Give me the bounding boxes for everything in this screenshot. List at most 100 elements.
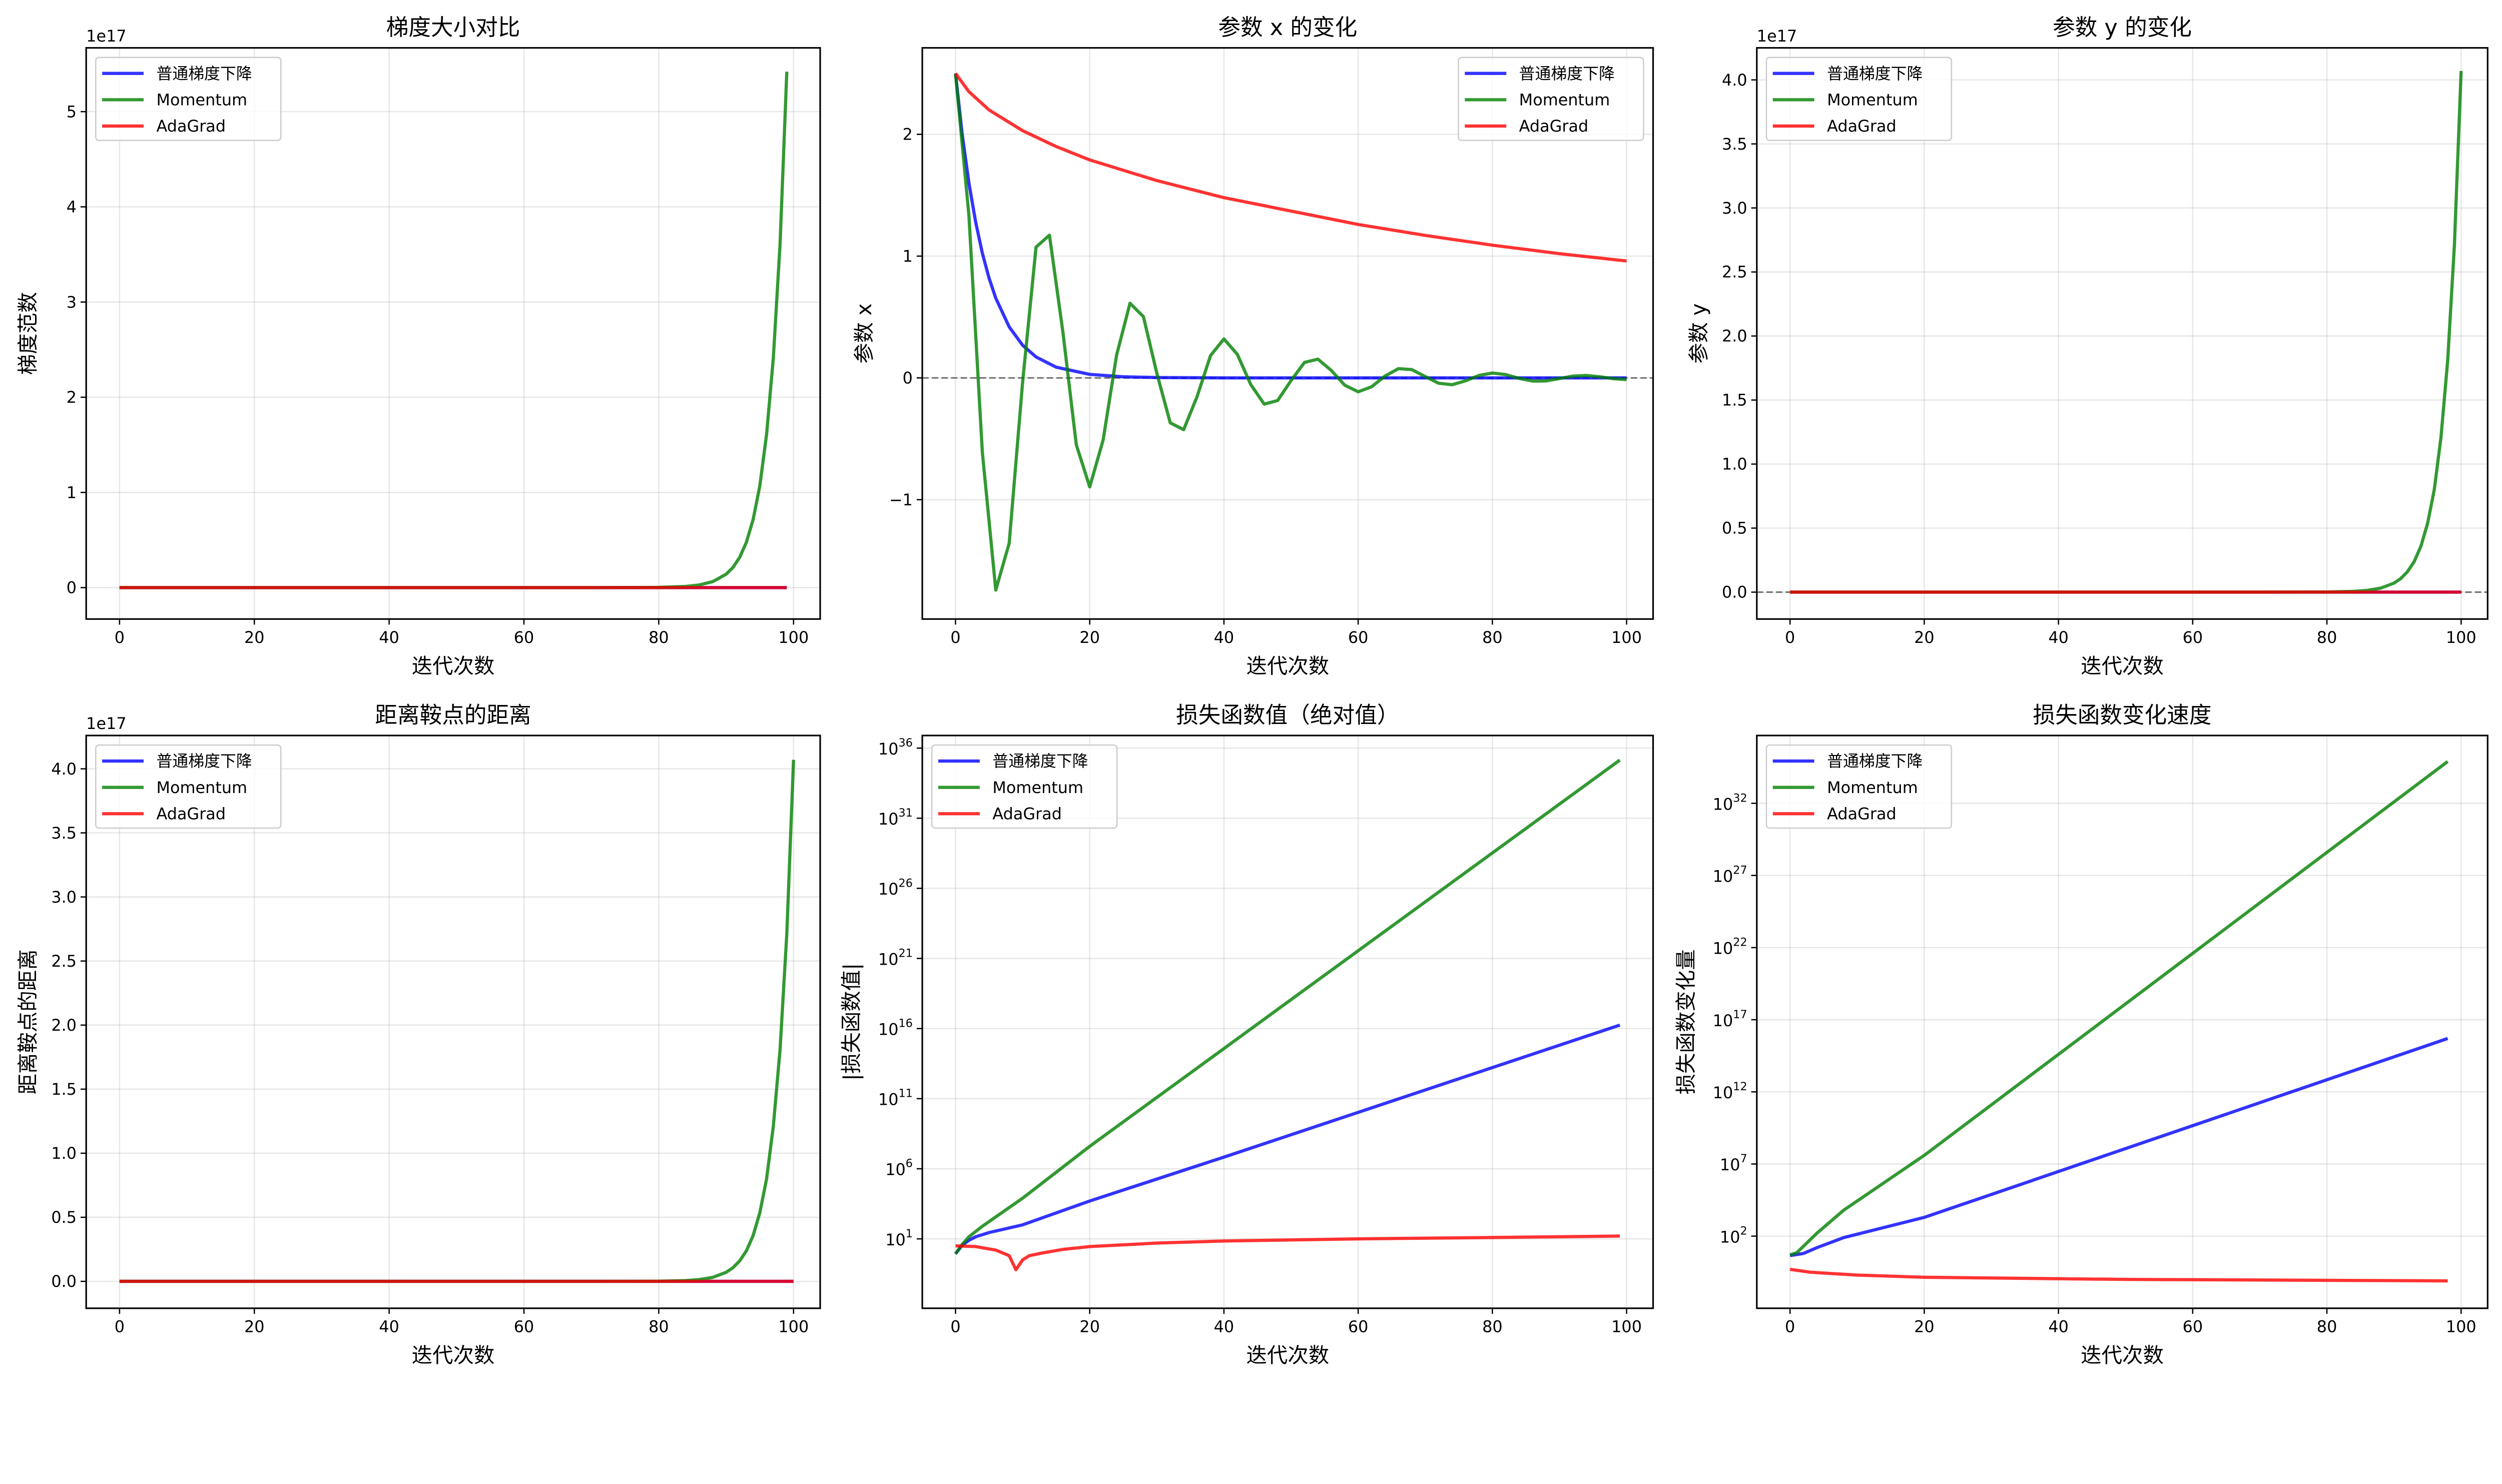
legend-box bbox=[95, 744, 282, 829]
legend-label: 普通梯度下降 bbox=[1519, 64, 1615, 83]
y-tick-label: 0 bbox=[903, 368, 913, 387]
y-tick-label: 1.5 bbox=[1722, 391, 1747, 410]
y-axis-label: 梯度范数 bbox=[16, 292, 40, 375]
y-tick-label: 1011 bbox=[878, 1087, 913, 1109]
x-tick-label: 20 bbox=[1079, 1317, 1100, 1336]
x-tick-label: 100 bbox=[1611, 1317, 1642, 1336]
series-group bbox=[954, 759, 1621, 1271]
y-tick-label: 102 bbox=[1720, 1224, 1747, 1246]
legend-label: 普通梯度下降 bbox=[1827, 752, 1923, 771]
legend-label: 普通梯度下降 bbox=[992, 752, 1088, 771]
y-tick-label: 1021 bbox=[878, 947, 913, 969]
legend: 普通梯度下降 Momentum AdaGrad bbox=[1458, 57, 1644, 141]
legend-label: AdaGrad bbox=[1519, 117, 1589, 136]
x-tick-label: 80 bbox=[649, 1317, 669, 1336]
x-tick-label: 0 bbox=[950, 628, 960, 647]
series-line-gd bbox=[1789, 1037, 2448, 1257]
legend-label: AdaGrad bbox=[992, 804, 1062, 823]
legend-label: 普通梯度下降 bbox=[156, 752, 252, 771]
series-line-momentum bbox=[954, 73, 1627, 592]
axes-frame bbox=[85, 47, 821, 620]
y-tick-label: 3.0 bbox=[1722, 199, 1747, 218]
legend-label: AdaGrad bbox=[156, 804, 226, 823]
x-tick-label: 80 bbox=[649, 628, 669, 647]
y-tick-label: 1.0 bbox=[51, 1144, 77, 1163]
x-tick-label: 60 bbox=[2183, 628, 2203, 647]
legend-label: Momentum bbox=[156, 778, 247, 797]
x-axis-label: 迭代次数 bbox=[1246, 1343, 1329, 1367]
subplot-title: 损失函数变化速度 bbox=[2033, 702, 2212, 728]
y-tick-label: 107 bbox=[1720, 1152, 1747, 1174]
y-axis-label: 参数 y bbox=[1687, 303, 1711, 364]
x-tick-label: 40 bbox=[2048, 628, 2069, 647]
series-line-adagrad bbox=[954, 72, 1627, 263]
y-tick-label: 4.0 bbox=[1722, 71, 1747, 90]
axes-frame bbox=[1756, 734, 2488, 1309]
x-tick-label: 0 bbox=[115, 1317, 125, 1336]
x-tick-label: 80 bbox=[2317, 1317, 2337, 1336]
x-tick-label: 20 bbox=[1914, 628, 1935, 647]
series-group bbox=[119, 760, 795, 1283]
y-tick-label: 4.0 bbox=[51, 760, 77, 779]
x-axis-label: 迭代次数 bbox=[1246, 654, 1329, 678]
y-tick-label: 2 bbox=[67, 388, 77, 407]
legend-label: 普通梯度下降 bbox=[156, 64, 252, 83]
x-tick-label: 100 bbox=[1611, 628, 1642, 647]
y-tick-label: 1031 bbox=[878, 807, 913, 829]
y-tick-label: 1022 bbox=[1713, 936, 1747, 958]
plot-area bbox=[1756, 48, 2488, 619]
series-group bbox=[119, 72, 789, 589]
y-tick-label: 3.5 bbox=[1722, 135, 1747, 154]
subplot-5: 0 20 40 60 80 100 101 106 1011 1016 1021 1026 1031 10… bbox=[840, 702, 1654, 1367]
subplot-3: 0 20 40 60 80 100 0.0 0.5 1.0 1.5 2.0 2.5 3.0 3.5 4.0 参… bbox=[1687, 15, 2488, 678]
y-tick-label: 2.0 bbox=[51, 1016, 77, 1035]
legend-label: 普通梯度下降 bbox=[1827, 64, 1923, 83]
x-tick-label: 40 bbox=[2048, 1317, 2069, 1336]
x-tick-label: 20 bbox=[1914, 1317, 1935, 1336]
x-tick-label: 40 bbox=[379, 1317, 399, 1336]
x-axis-label: 迭代次数 bbox=[2081, 654, 2164, 678]
x-tick-label: 40 bbox=[379, 628, 399, 647]
legend-label: Momentum bbox=[992, 778, 1083, 797]
x-tick-label: 20 bbox=[244, 1317, 265, 1336]
legend-label: Momentum bbox=[1827, 90, 1918, 109]
legend-box bbox=[931, 744, 1118, 829]
subplot-title: 梯度大小对比 bbox=[386, 15, 520, 41]
x-tick-label: 80 bbox=[1482, 628, 1503, 647]
legend-label: AdaGrad bbox=[156, 117, 226, 136]
axes-frame bbox=[85, 734, 821, 1309]
legend-label: AdaGrad bbox=[1827, 804, 1897, 823]
legend: 普通梯度下降 Momentum AdaGrad bbox=[95, 57, 282, 141]
y-axis-label: 损失函数变化量 bbox=[1674, 949, 1698, 1094]
legend: 普通梯度下降 Momentum AdaGrad bbox=[95, 744, 282, 829]
y-tick-label: 0.0 bbox=[1722, 583, 1747, 602]
y-tick-label: 1027 bbox=[1713, 864, 1747, 886]
y-tick-label: 2.5 bbox=[51, 952, 77, 971]
legend: 普通梯度下降 Momentum AdaGrad bbox=[1765, 744, 1953, 829]
subplot-title: 损失函数值（绝对值） bbox=[1176, 702, 1399, 728]
x-tick-label: 0 bbox=[115, 628, 125, 647]
series-group bbox=[954, 72, 1627, 592]
x-tick-label: 40 bbox=[1214, 628, 1234, 647]
y-tick-label: 1026 bbox=[878, 877, 913, 899]
axes-frame bbox=[1756, 47, 2488, 620]
plot-area bbox=[922, 735, 1653, 1308]
y-tick-label: 2.5 bbox=[1722, 263, 1747, 282]
y-tick-label: 0 bbox=[67, 578, 77, 597]
y-tick-label: −1 bbox=[889, 490, 913, 509]
y-tick-label: 1.0 bbox=[1722, 455, 1747, 474]
y-axis-label: 参数 x bbox=[852, 303, 876, 364]
series-line-adagrad bbox=[1789, 1267, 2448, 1283]
subplot-title: 距离鞍点的距离 bbox=[375, 702, 531, 728]
y-tick-label: 1012 bbox=[1713, 1080, 1747, 1102]
y-tick-label: 106 bbox=[885, 1157, 913, 1179]
y-tick-label: 1.5 bbox=[51, 1080, 77, 1099]
y-tick-label: 1016 bbox=[878, 1017, 913, 1039]
legend-box bbox=[1765, 744, 1953, 829]
y-tick-label: 4 bbox=[67, 198, 77, 217]
x-axis-label: 迭代次数 bbox=[412, 1343, 495, 1367]
figure: 0 20 40 60 80 100012345梯度大小对比迭代次数梯度范数1e17普通梯度… bbox=[16, 15, 2488, 1367]
y-tick-label: 101 bbox=[885, 1227, 913, 1249]
series-group bbox=[1790, 71, 2463, 594]
